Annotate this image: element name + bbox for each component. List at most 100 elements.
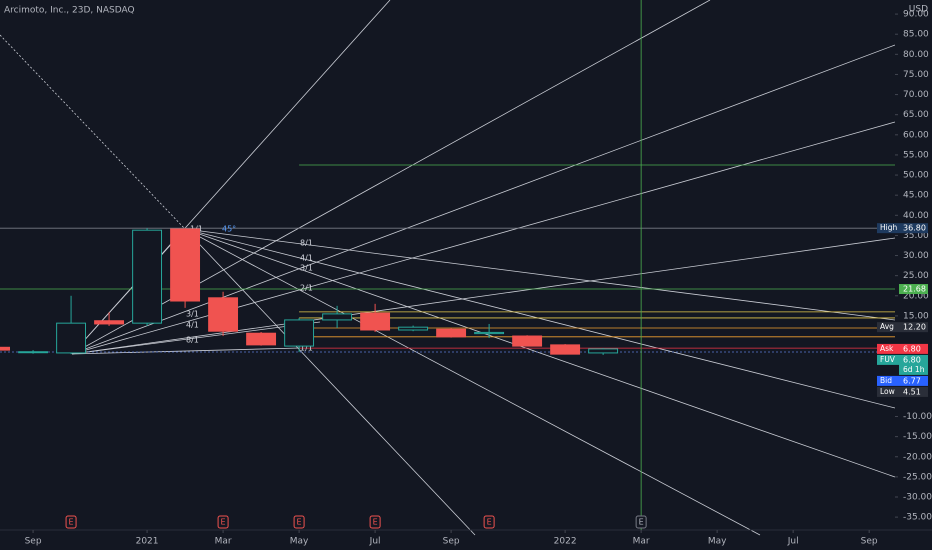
fan-label: 3/1: [300, 264, 313, 273]
candle-body: [18, 351, 49, 354]
price-label-name: Avg: [880, 322, 894, 331]
x-tick-label: Jul: [369, 537, 381, 547]
price-label-name-box: [877, 386, 899, 397]
x-tick-label: 2021: [136, 537, 159, 547]
event-label: E: [69, 518, 74, 527]
event-marker: [217, 515, 229, 529]
price-label-box: [899, 223, 928, 234]
price-label-name: Ask: [880, 344, 894, 353]
event-marker: [293, 515, 305, 529]
event-label: E: [373, 518, 378, 527]
y-tick-label: 40.00: [903, 211, 929, 221]
fan-line: [71, 237, 896, 355]
x-tick-label: 2022: [554, 537, 577, 547]
fan-line: [0, 34, 186, 230]
price-label-box: [899, 386, 928, 397]
y-tick-label: 70.00: [903, 90, 929, 100]
y-tick-label: 75.00: [903, 70, 929, 80]
chart-title: Arcimoto, Inc., 23D, NASDAQ: [4, 6, 135, 16]
candle-body: [398, 326, 429, 331]
x-tick-label: Sep: [861, 537, 878, 547]
x-tick-label: May: [708, 537, 727, 547]
price-label-box: [899, 322, 928, 333]
candle-body: [550, 344, 581, 355]
price-label-name-box: [877, 223, 899, 234]
fan-line: [184, 228, 896, 321]
price-label-value: 4.51: [903, 387, 921, 396]
fan-line: [184, 228, 476, 536]
price-label-name-box: [877, 343, 899, 354]
price-label-value: 6.80: [903, 344, 921, 353]
x-tick-label: Sep: [25, 537, 42, 547]
price-label-value: 6.80: [903, 355, 921, 364]
fan-line: [184, 228, 761, 536]
price-axis: [895, 0, 932, 550]
price-label-name: Bid: [880, 376, 892, 385]
price-label-value: 21.68: [903, 285, 926, 294]
candle-body: [56, 322, 87, 354]
price-label-box: [899, 354, 928, 375]
candle-body: [132, 229, 163, 324]
price-label-name-box: [877, 322, 899, 333]
y-tick-label: -20.00: [903, 452, 932, 462]
fan-label: 4/1: [186, 321, 199, 330]
y-tick-label: 60.00: [903, 130, 929, 140]
x-tick-label: Sep: [443, 537, 460, 547]
price-label-box: [899, 284, 928, 295]
fan-label: 4/1: [300, 254, 313, 263]
price-label-name: FUV: [880, 355, 896, 364]
candle-body: [94, 320, 125, 325]
candle-body: [246, 332, 277, 346]
y-tick-label: 45.00: [903, 191, 929, 201]
y-tick-label: 80.00: [903, 50, 929, 60]
fan-label: 8/1: [300, 239, 313, 248]
candle-body: [170, 228, 201, 302]
y-tick-label: 50.00: [903, 171, 929, 181]
x-tick-label: Mar: [215, 537, 232, 547]
y-tick-label: -30.00: [903, 493, 932, 503]
y-tick-label: -15.00: [903, 432, 932, 442]
y-tick-label: -10.00: [903, 412, 932, 422]
y-tick-label: -25.00: [903, 472, 932, 482]
y-tick-label: 15.00: [903, 311, 929, 321]
price-label-name-box: [877, 354, 899, 365]
candle-body: [474, 331, 505, 335]
x-tick-label: Jul: [787, 537, 799, 547]
price-label-box: [899, 343, 928, 354]
price-label-value: 6.77: [903, 376, 921, 385]
candle-body: [360, 312, 391, 331]
price-label-name: High: [880, 223, 897, 232]
y-tick-label: 35.00: [903, 231, 929, 241]
event-label: E: [297, 518, 302, 527]
candle-body: [322, 313, 353, 321]
event-label: E: [221, 518, 226, 527]
fan-line: [71, 321, 321, 355]
y-tick-label: -35.00: [903, 513, 932, 523]
event-label: E: [487, 518, 492, 527]
fan-label: 1/1: [300, 344, 313, 353]
candle-body: [512, 335, 543, 347]
currency: USD: [909, 5, 928, 15]
y-tick-label: 20.00: [903, 291, 929, 301]
candle-body: [436, 328, 467, 338]
event-marker: [635, 515, 647, 529]
fan-line: [184, 228, 896, 478]
price-label-name: Low: [880, 387, 895, 396]
candle-body: [0, 346, 11, 351]
price-label-box: [899, 375, 928, 386]
event-marker: [369, 515, 381, 529]
candle-body: [588, 348, 619, 354]
y-tick-label: 55.00: [903, 150, 929, 160]
fan-line: [71, 228, 186, 355]
price-label-sub: 6d 1h: [903, 365, 925, 374]
y-tick-label: 90.00: [903, 10, 929, 20]
y-tick-label: 65.00: [903, 110, 929, 120]
event-label: E: [639, 518, 644, 527]
fan-label: 45°: [222, 225, 236, 234]
price-label-value: 12.20: [903, 323, 926, 332]
fan-line: [184, 228, 896, 409]
event-marker: [483, 515, 495, 529]
fan-line: [71, 347, 301, 355]
y-tick-label: 25.00: [903, 271, 929, 281]
